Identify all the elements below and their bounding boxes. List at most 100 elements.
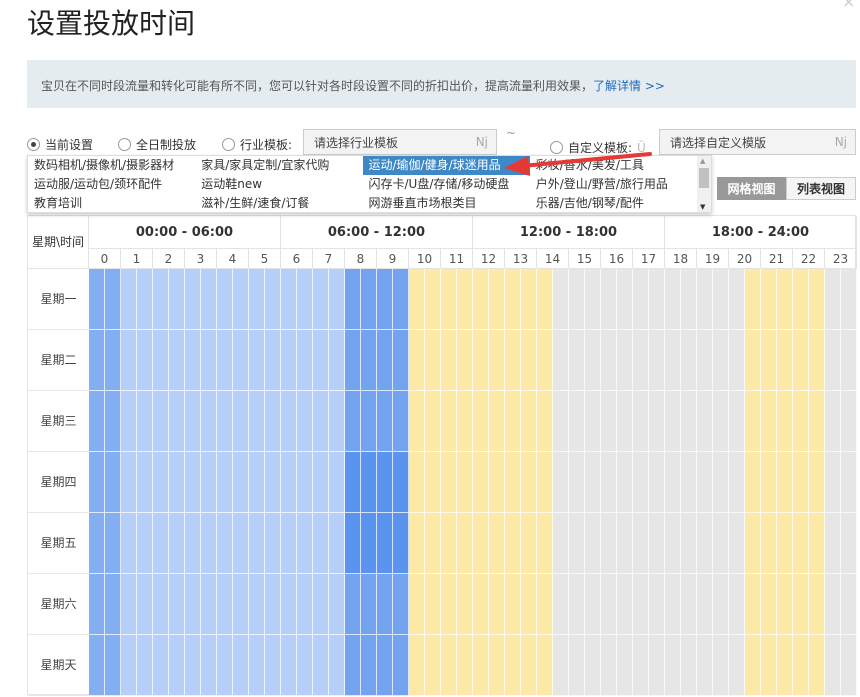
time-slot-cell[interactable] [489,452,505,513]
time-slot-cell[interactable] [809,452,825,513]
time-slot-cell[interactable] [201,330,217,391]
time-slot-cell[interactable] [121,635,137,696]
time-slot-cell[interactable] [249,635,265,696]
time-slot-cell[interactable] [169,452,185,513]
time-slot-cell[interactable] [537,391,553,452]
time-slot-cell[interactable] [153,574,169,635]
time-slot-cell[interactable] [793,635,809,696]
time-slot-cell[interactable] [681,635,697,696]
time-slot-cell[interactable] [169,574,185,635]
time-slot-cell[interactable] [313,269,329,330]
dropdown-option[interactable]: 家具/家具定制/宜家代购 [201,158,330,172]
time-slot-cell[interactable] [89,513,105,574]
time-slot-cell[interactable] [249,513,265,574]
time-slot-cell[interactable] [393,635,409,696]
time-slot-cell[interactable] [393,574,409,635]
time-slot-cell[interactable] [809,269,825,330]
time-slot-cell[interactable] [153,513,169,574]
time-slot-cell[interactable] [297,391,313,452]
time-slot-cell[interactable] [809,391,825,452]
time-slot-cell[interactable] [441,635,457,696]
time-slot-cell[interactable] [169,269,185,330]
time-slot-cell[interactable] [409,513,425,574]
time-slot-cell[interactable] [649,513,665,574]
time-slot-cell[interactable] [649,635,665,696]
time-slot-cell[interactable] [649,452,665,513]
time-slot-cell[interactable] [121,269,137,330]
time-slot-cell[interactable] [329,574,345,635]
time-slot-cell[interactable] [201,452,217,513]
time-slot-cell[interactable] [713,574,729,635]
time-slot-cell[interactable] [377,330,393,391]
time-slot-cell[interactable] [185,391,201,452]
time-slot-cell[interactable] [665,452,681,513]
time-slot-cell[interactable] [505,513,521,574]
time-slot-cell[interactable] [281,635,297,696]
time-slot-cell[interactable] [169,513,185,574]
time-slot-cell[interactable] [745,574,761,635]
time-slot-cell[interactable] [153,452,169,513]
time-slot-cell[interactable] [473,391,489,452]
time-slot-cell[interactable] [745,391,761,452]
time-slot-cell[interactable] [345,330,361,391]
time-slot-cell[interactable] [745,452,761,513]
time-slot-cell[interactable] [793,391,809,452]
time-slot-cell[interactable] [121,574,137,635]
time-slot-cell[interactable] [473,513,489,574]
time-slot-cell[interactable] [473,452,489,513]
time-slot-cell[interactable] [425,330,441,391]
time-slot-cell[interactable] [585,513,601,574]
time-slot-cell[interactable] [297,452,313,513]
time-slot-cell[interactable] [825,452,841,513]
time-slot-cell[interactable] [361,269,377,330]
time-slot-cell[interactable] [281,452,297,513]
time-slot-cell[interactable] [137,269,153,330]
time-slot-cell[interactable] [297,513,313,574]
time-slot-cell[interactable] [233,391,249,452]
time-slot-cell[interactable] [201,391,217,452]
time-slot-cell[interactable] [457,330,473,391]
time-slot-cell[interactable] [441,269,457,330]
time-slot-cell[interactable] [809,574,825,635]
time-slot-cell[interactable] [569,635,585,696]
time-slot-cell[interactable] [729,574,745,635]
time-slot-cell[interactable] [313,330,329,391]
time-slot-cell[interactable] [457,513,473,574]
time-slot-cell[interactable] [537,513,553,574]
time-slot-cell[interactable] [233,330,249,391]
time-slot-cell[interactable] [409,635,425,696]
time-slot-cell[interactable] [425,513,441,574]
time-slot-cell[interactable] [441,330,457,391]
time-slot-cell[interactable] [361,452,377,513]
time-slot-cell[interactable] [345,574,361,635]
dropdown-option[interactable]: 数码相机/摄像机/摄影器材 [34,158,175,172]
time-slot-cell[interactable] [489,269,505,330]
time-slot-cell[interactable] [665,635,681,696]
time-slot-cell[interactable] [601,452,617,513]
time-slot-cell[interactable] [441,513,457,574]
dropdown-option[interactable]: 闪存卡/U盘/存储/移动硬盘 [368,177,510,191]
time-slot-cell[interactable] [217,513,233,574]
time-slot-cell[interactable] [553,269,569,330]
time-slot-cell[interactable] [265,330,281,391]
time-slot-cell[interactable] [761,269,777,330]
industry-dropdown-list[interactable]: 数码相机/摄像机/摄影器材 家具/家具定制/宜家代购 运动/瑜伽/健身/球迷用品 彩妆… [27,155,712,213]
time-slot-cell[interactable] [665,391,681,452]
time-slot-cell[interactable] [729,635,745,696]
time-slot-cell[interactable] [457,635,473,696]
time-slot-cell[interactable] [521,513,537,574]
time-slot-cell[interactable] [521,635,537,696]
time-slot-cell[interactable] [761,513,777,574]
time-slot-cell[interactable] [377,452,393,513]
time-slot-cell[interactable] [265,574,281,635]
time-slot-cell[interactable] [441,574,457,635]
time-slot-cell[interactable] [233,513,249,574]
time-slot-cell[interactable] [169,635,185,696]
time-slot-cell[interactable] [425,574,441,635]
dropdown-option[interactable]: 网游垂直市场根类目 [368,196,477,210]
time-slot-cell[interactable] [601,330,617,391]
time-slot-cell[interactable] [233,269,249,330]
time-slot-cell[interactable] [553,452,569,513]
time-slot-cell[interactable] [569,452,585,513]
time-slot-cell[interactable] [345,391,361,452]
